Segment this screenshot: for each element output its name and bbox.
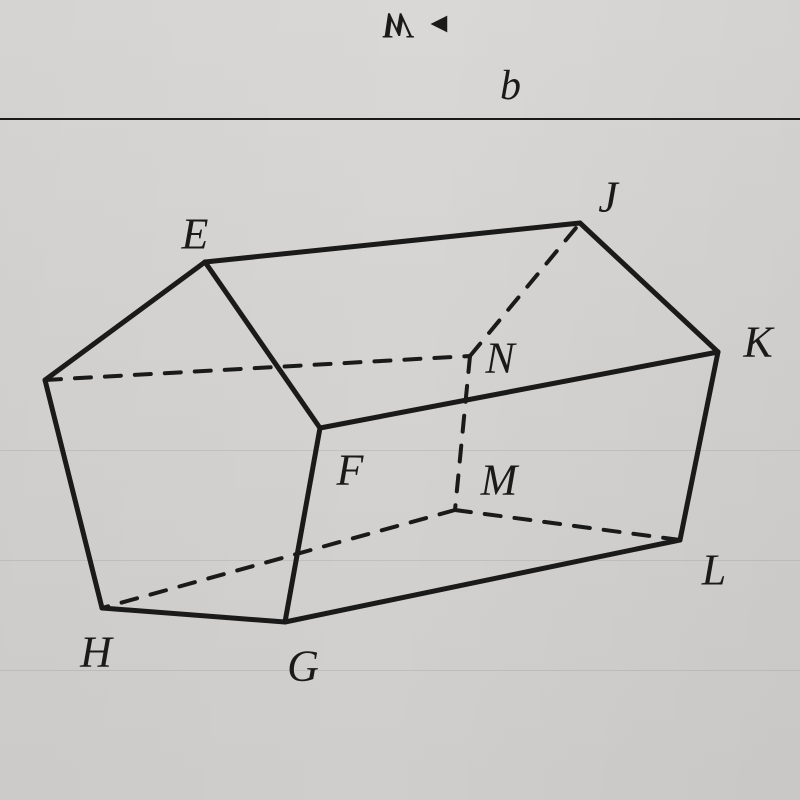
vertex-label-f: F [337,445,364,496]
vertex-label-h: H [80,627,112,678]
vertex-label-g: G [287,641,319,692]
vertex-label-n: N [485,333,514,384]
vertex-label-e: E [182,209,209,260]
vertex-label-k: K [743,317,772,368]
vertex-label-m: M [481,455,518,506]
pentagonal-prism-diagram [0,0,800,800]
vertex-label-j: J [598,172,618,223]
vertex-label-l: L [702,545,726,596]
